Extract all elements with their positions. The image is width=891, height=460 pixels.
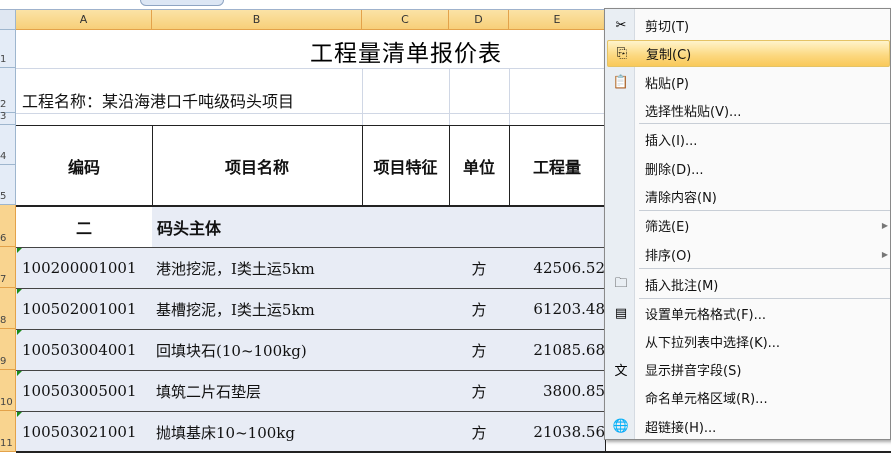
sheet-title: 工程量清单报价表: [310, 41, 502, 67]
error-indicator-icon: [17, 289, 22, 294]
item-unit[interactable]: 方: [449, 412, 510, 453]
menu-separator: [639, 123, 890, 124]
column-header-D[interactable]: D: [449, 10, 509, 30]
menu-item-1[interactable]: ⎘ 复制(C): [607, 40, 890, 67]
item-code[interactable]: 100503021001: [16, 412, 153, 453]
row-header-3[interactable]: 3: [0, 111, 16, 125]
row-header-5[interactable]: 5: [0, 165, 16, 205]
menu-separator: [639, 210, 890, 211]
item-name[interactable]: 抛填基床10~100kg: [152, 412, 363, 453]
gridline: [362, 68, 363, 125]
item-name[interactable]: 回填块石(10~100kg): [152, 330, 363, 371]
item-unit[interactable]: 方: [449, 289, 510, 330]
menu-item-0[interactable]: ✂ 剪切(T): [607, 12, 890, 39]
menu-item-4[interactable]: 插入(I)...: [645, 134, 698, 149]
gridline: [16, 68, 606, 69]
item-quantity[interactable]: 61203.48: [509, 289, 606, 330]
item-code[interactable]: 100503005001: [16, 371, 153, 412]
menu-item-13[interactable]: 命名单元格区域(R)...: [645, 392, 768, 407]
section-code[interactable]: 二: [16, 207, 153, 248]
error-indicator-icon: [17, 330, 22, 335]
hyperlink-icon: 🌐: [612, 419, 630, 434]
item-feature[interactable]: [362, 412, 450, 453]
scissors-icon: ✂: [615, 18, 627, 33]
phonetic-icon: 文: [614, 364, 628, 379]
gridline: [16, 113, 606, 114]
row-header-9[interactable]: 9: [0, 329, 16, 370]
row-header-7[interactable]: 7: [0, 247, 16, 288]
item-quantity[interactable]: 21038.56: [509, 412, 606, 453]
item-feature[interactable]: [362, 289, 450, 330]
row-header-4[interactable]: 4: [0, 125, 16, 165]
menu-item-6[interactable]: 清除内容(N): [645, 191, 717, 206]
select-all-button[interactable]: [0, 10, 16, 30]
item-quantity[interactable]: 42506.52: [509, 248, 606, 289]
context-menu: ✂ 剪切(T) ⎘ 复制(C) 📋 粘贴(P) 选择性粘贴(V)... 插入(I)... 删除(…: [604, 8, 891, 440]
column-header-B[interactable]: B: [152, 10, 362, 30]
menu-item-3[interactable]: 选择性粘贴(V)...: [645, 105, 742, 120]
item-code[interactable]: 100502001001: [16, 289, 153, 330]
menu-item-12[interactable]: 文显示拼音字段(S): [607, 356, 890, 383]
menu-item-9[interactable]: 🗀 插入批注(M): [607, 271, 890, 298]
submenu-arrow-icon: ▶: [881, 250, 888, 259]
item-unit[interactable]: 方: [449, 330, 510, 371]
format-cells-icon: ▤: [614, 306, 628, 321]
cell[interactable]: [509, 207, 606, 248]
header-unit[interactable]: 单位: [449, 125, 510, 206]
item-unit[interactable]: 方: [449, 371, 510, 412]
menu-item-11[interactable]: 从下拉列表中选择(K)...: [645, 336, 781, 351]
copy-icon: ⎘: [616, 46, 628, 61]
cell[interactable]: [362, 207, 450, 248]
comment-icon: 🗀: [614, 275, 628, 291]
error-indicator-icon: [17, 248, 22, 253]
item-quantity[interactable]: 3800.85: [509, 371, 606, 412]
row-header-11[interactable]: 11: [0, 411, 16, 452]
item-unit[interactable]: 方: [449, 248, 510, 289]
menu-separator: [639, 268, 890, 269]
header-quantity[interactable]: 工程量: [509, 125, 606, 206]
menu-item-5[interactable]: 删除(D)...: [645, 163, 704, 178]
header-feature[interactable]: 项目特征: [362, 125, 450, 206]
section-name[interactable]: 码头主体: [152, 207, 363, 248]
submenu-arrow-icon: ▶: [881, 221, 888, 230]
item-name[interactable]: 基槽挖泥，I类土运5km: [152, 289, 363, 330]
menu-separator: [639, 298, 890, 299]
row-header-2[interactable]: 2: [0, 68, 16, 113]
cell[interactable]: [449, 207, 510, 248]
column-header-A[interactable]: A: [16, 10, 152, 30]
gridline: [509, 68, 510, 125]
item-feature[interactable]: [362, 330, 450, 371]
row-header-8[interactable]: 8: [0, 288, 16, 329]
project-name: 工程名称：某沿海港口千吨级码头项目: [22, 92, 295, 111]
sheet-tab-stub: [140, 0, 224, 6]
header-name[interactable]: 项目名称: [152, 125, 363, 206]
menu-item-8[interactable]: 排序(O) ▶: [645, 249, 888, 264]
menu-item-10[interactable]: ▤ 设置单元格格式(F)...: [607, 300, 890, 327]
menu-item-2[interactable]: 📋 粘贴(P): [607, 69, 890, 96]
row-header-10[interactable]: 10: [0, 370, 16, 411]
item-code[interactable]: 100200001001: [16, 248, 153, 289]
item-name[interactable]: 填筑二片石垫层: [152, 371, 363, 412]
item-code[interactable]: 100503004001: [16, 330, 153, 371]
error-indicator-icon: [17, 412, 22, 417]
error-indicator-icon: [17, 371, 22, 376]
ribbon-edge: [0, 0, 891, 10]
paste-icon: 📋: [612, 75, 630, 90]
item-feature[interactable]: [362, 371, 450, 412]
item-quantity[interactable]: 21085.68: [509, 330, 606, 371]
gridline: [449, 68, 450, 125]
row-header-1[interactable]: 1: [0, 30, 16, 68]
row-header-6[interactable]: 6: [0, 205, 16, 247]
column-header-E[interactable]: E: [509, 10, 606, 30]
menu-item-7[interactable]: 筛选(E) ▶: [645, 220, 888, 235]
menu-item-14[interactable]: 🌐 超链接(H)...: [607, 413, 890, 440]
item-feature[interactable]: [362, 248, 450, 289]
item-name[interactable]: 港池挖泥，I类土运5km: [152, 248, 363, 289]
header-code[interactable]: 编码: [16, 125, 153, 206]
column-header-C[interactable]: C: [362, 10, 449, 30]
